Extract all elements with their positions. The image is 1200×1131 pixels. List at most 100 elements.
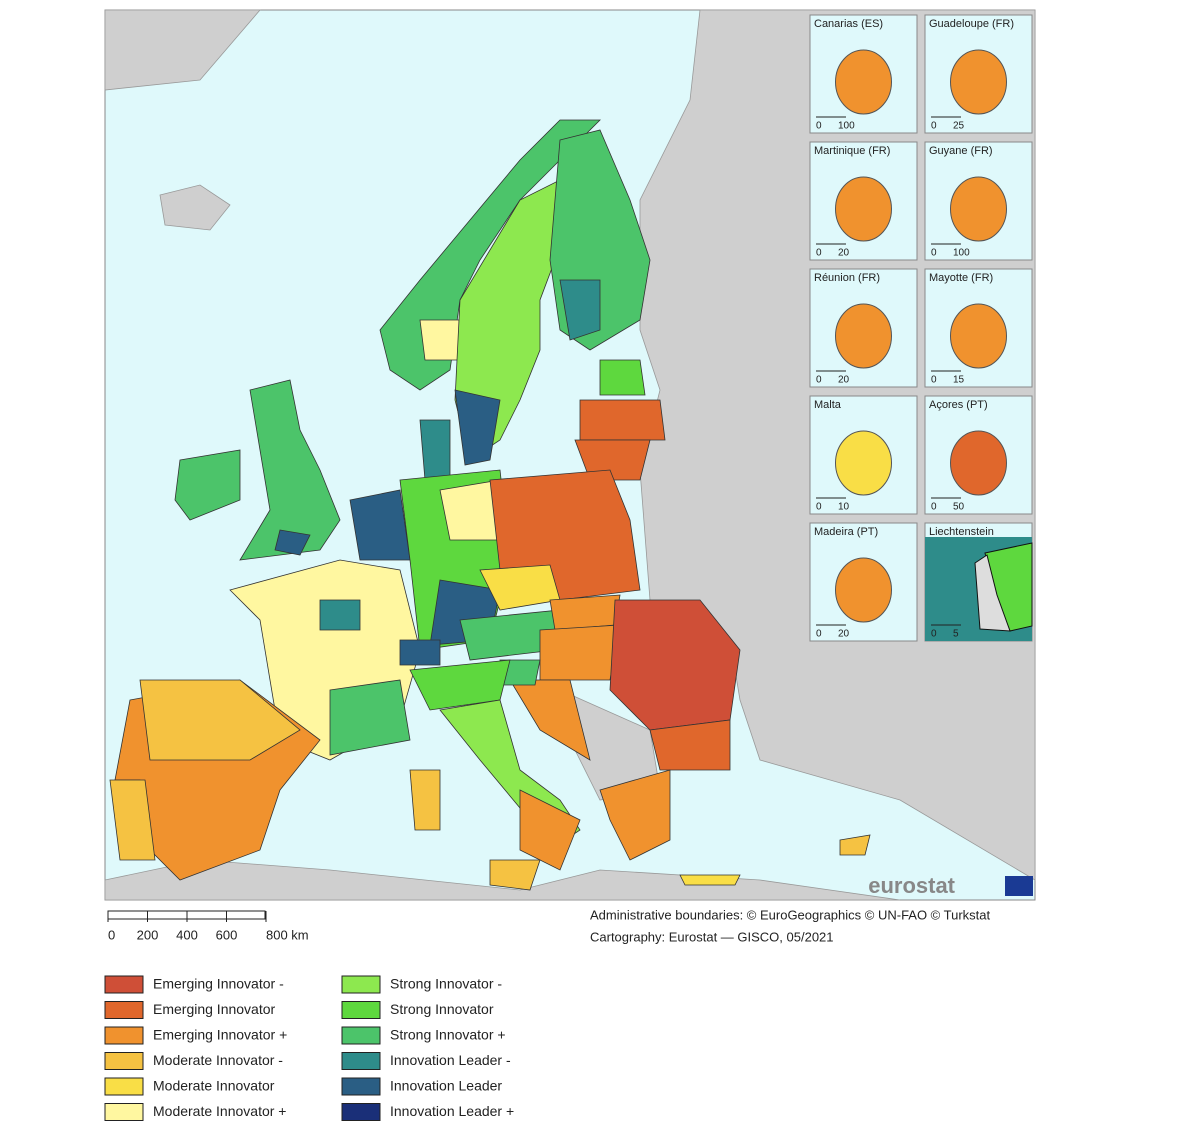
legend-label: Emerging Innovator +	[153, 1027, 287, 1043]
inset-scale-label: 20	[838, 375, 850, 386]
region	[559, 279, 601, 341]
inset-scale-label: 0	[931, 375, 937, 386]
inset-scale-label: 100	[838, 121, 855, 132]
region	[489, 859, 541, 891]
region	[574, 439, 651, 481]
inset-scale-label: 0	[816, 629, 822, 640]
inset-scale-label: 0	[931, 629, 937, 640]
scale-label: 200	[137, 927, 159, 942]
legend-swatch	[104, 1026, 144, 1045]
legend-swatch	[104, 1052, 144, 1070]
inset-scale-label: 0	[816, 121, 822, 132]
inset-region	[950, 303, 1007, 369]
region	[109, 779, 156, 861]
scale-label: 0	[108, 927, 115, 942]
inset-scale-label: 50	[953, 502, 965, 513]
legend-label: Strong Innovator	[390, 1001, 494, 1017]
legend-swatch	[341, 1001, 381, 1019]
legend-swatch	[341, 1077, 381, 1096]
region	[839, 834, 871, 856]
inset-region	[835, 176, 892, 242]
legend-label: Innovation Leader -	[390, 1052, 511, 1068]
legend-swatch	[104, 1001, 144, 1019]
inset-title: Malta	[814, 399, 842, 411]
legend-swatch	[104, 1077, 144, 1096]
region	[409, 769, 441, 831]
legend-label: Innovation Leader	[390, 1078, 502, 1094]
scale-label: 800 km	[266, 927, 309, 942]
scale-label: 600	[216, 927, 238, 942]
region	[579, 399, 666, 441]
inset-scale-label: 0	[931, 502, 937, 513]
region	[649, 719, 731, 771]
region	[174, 449, 241, 521]
inset-scale-label: 5	[953, 629, 959, 640]
inset-scale-label: 15	[953, 375, 965, 386]
region	[549, 594, 621, 631]
inset-title: Açores (PT)	[929, 399, 988, 411]
legend-swatch	[104, 975, 144, 994]
inset-scale-label: 0	[816, 502, 822, 513]
region	[539, 624, 621, 681]
iceland	[159, 184, 231, 231]
inset-region	[950, 176, 1007, 242]
inset-title: Canarias (ES)	[814, 18, 883, 30]
region	[454, 389, 501, 466]
region	[599, 359, 646, 396]
scale-label: 400	[176, 927, 198, 942]
inset-scale-label: 20	[838, 629, 850, 640]
inset-scale-label: 0	[816, 375, 822, 386]
legend-label: Innovation Leader +	[390, 1103, 514, 1119]
inset-scale-label: 0	[931, 121, 937, 132]
inset-title: Réunion (FR)	[814, 272, 880, 284]
inset-title: Liechtenstein	[929, 526, 994, 538]
inset-title: Martinique (FR)	[814, 145, 890, 157]
legend-label: Strong Innovator -	[390, 976, 502, 992]
attribution: Cartography: Eurostat — GISCO, 05/2021	[590, 929, 834, 944]
logo: eurostat	[868, 873, 955, 898]
legend-label: Moderate Innovator +	[153, 1103, 286, 1119]
inset-region	[950, 430, 1007, 496]
region	[274, 529, 311, 556]
inset-title: Guadeloupe (FR)	[929, 18, 1014, 30]
legend-label: Strong Innovator +	[390, 1027, 506, 1043]
north-africa	[104, 859, 901, 901]
inset-region	[835, 557, 892, 623]
legend-swatch	[341, 1052, 381, 1070]
inset-scale-label: 100	[953, 248, 970, 259]
inset-scale-label: 10	[838, 502, 850, 513]
inset-region	[835, 49, 892, 115]
legend-label: Emerging Innovator	[153, 1001, 276, 1017]
region	[139, 679, 301, 761]
region	[679, 874, 741, 886]
region	[509, 679, 591, 761]
region	[599, 769, 671, 861]
inset-scale-label: 0	[931, 248, 937, 259]
legend-swatch	[341, 1103, 381, 1121]
inset-scale-label: 25	[953, 121, 965, 132]
region	[419, 419, 451, 481]
inset-region	[950, 49, 1007, 115]
inset-scale-label: 0	[816, 248, 822, 259]
eu-flag	[1005, 876, 1033, 896]
attribution: Administrative boundaries: © EuroGeograp…	[590, 907, 991, 922]
region	[349, 489, 411, 561]
legend-label: Moderate Innovator	[153, 1078, 275, 1094]
region	[319, 599, 361, 631]
region	[239, 379, 341, 561]
inset-title: Guyane (FR)	[929, 145, 993, 157]
greenland	[104, 9, 261, 91]
inset-title: Madeira (PT)	[814, 526, 878, 538]
region	[399, 639, 441, 666]
inset-region	[835, 430, 892, 496]
region	[519, 789, 581, 871]
inset-region	[835, 303, 892, 369]
legend-swatch	[341, 975, 381, 994]
inset-scale-label: 20	[838, 248, 850, 259]
region	[329, 679, 411, 756]
inset-title: Mayotte (FR)	[929, 272, 993, 284]
legend-swatch	[104, 1103, 144, 1121]
inset-region	[974, 554, 1011, 632]
legend-label: Emerging Innovator -	[153, 976, 284, 992]
